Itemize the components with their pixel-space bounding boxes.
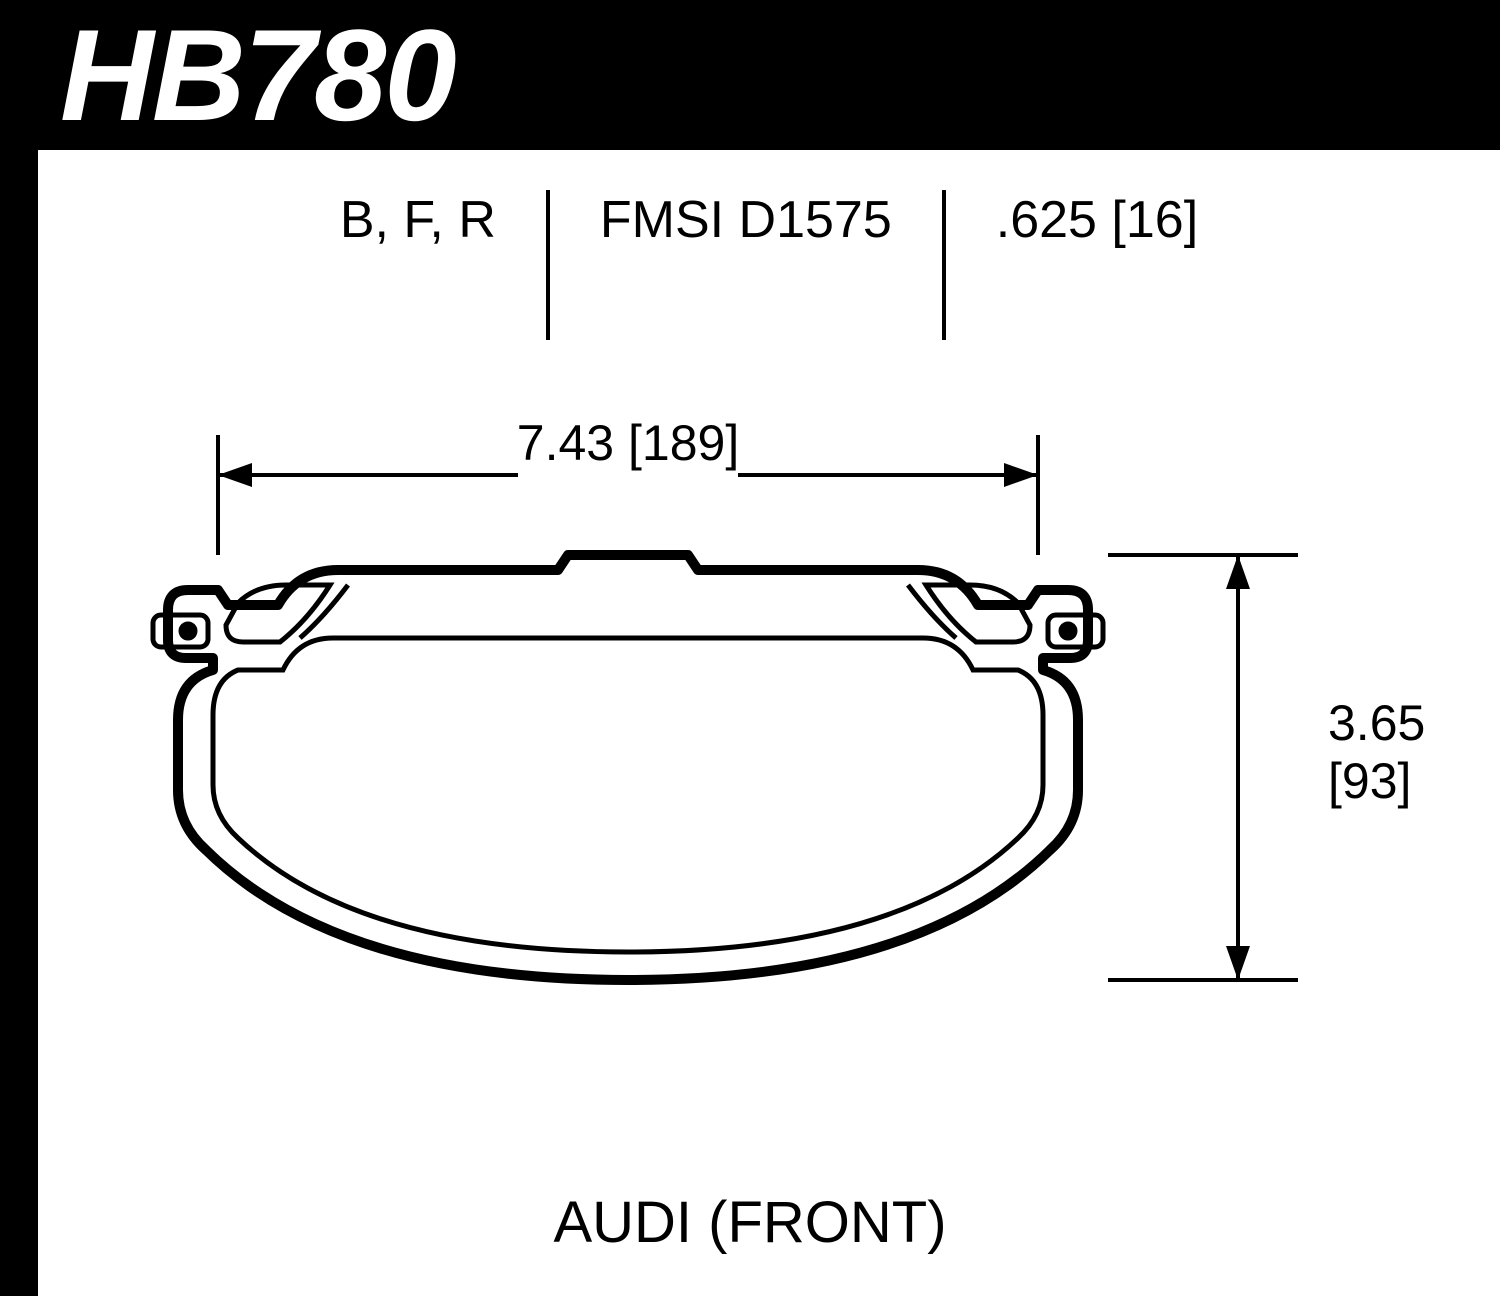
spec-compounds: B, F, R — [290, 190, 546, 250]
application-label: AUDI (FRONT) — [0, 1189, 1500, 1256]
title-bar: HB780 — [0, 0, 1500, 150]
left-rail — [0, 150, 38, 1296]
height-in: 3.65 — [1328, 695, 1425, 751]
height-mm: [93] — [1328, 753, 1411, 809]
spec-thickness: .625 [16] — [946, 190, 1248, 250]
width-dimension: 7.43 [189] — [218, 415, 1038, 555]
brake-pad-drawing: 7.43 [189] 3.65 [93] — [38, 360, 1500, 1180]
part-number: HB780 — [60, 0, 455, 150]
brake-pad-outline — [153, 555, 1103, 980]
width-in: 7.43 — [517, 415, 614, 471]
specs-row: B, F, R FMSI D1575 .625 [16] — [38, 190, 1500, 290]
spec-sheet: HB780 B, F, R FMSI D1575 .625 [16] 7.43 — [0, 0, 1500, 1296]
height-dimension: 3.65 [93] — [1108, 555, 1439, 980]
svg-text:3.65 [93]: 3.65 [93] — [1328, 695, 1439, 809]
svg-text:7.43 [189]: 7.43 [189] — [517, 415, 739, 471]
spec-fmsi: FMSI D1575 — [550, 190, 942, 250]
width-mm: [189] — [628, 415, 739, 471]
